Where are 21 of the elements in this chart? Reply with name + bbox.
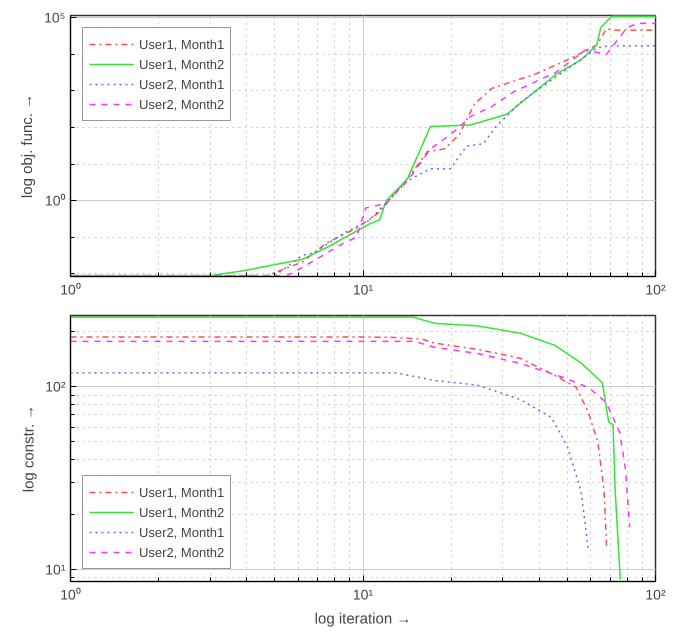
x-tick-label: 10¹ bbox=[352, 586, 374, 602]
legend-label: User1, Month1 bbox=[139, 36, 224, 52]
x-tick-label: 10⁰ bbox=[60, 282, 81, 298]
x-tick-label: 10⁰ bbox=[60, 586, 81, 602]
legend-label: User1, Month1 bbox=[139, 484, 224, 500]
x-tick-label: 10² bbox=[645, 282, 666, 298]
y-tick-label: 10² bbox=[45, 378, 66, 395]
y-axis-title: log constr. → bbox=[20, 404, 38, 492]
x-axis-title: log iteration → bbox=[314, 610, 412, 628]
x-tick-label: 10¹ bbox=[352, 282, 374, 298]
legend-label: User2, Month1 bbox=[139, 524, 224, 540]
legend-label: User1, Month2 bbox=[139, 504, 224, 520]
y-tick-label: 10⁰ bbox=[44, 192, 66, 209]
x-tick-label: 10² bbox=[645, 586, 666, 602]
legend-label: User2, Month2 bbox=[139, 544, 224, 560]
legend-label: User2, Month2 bbox=[139, 96, 224, 112]
y-axis-title: log obj. func. → bbox=[19, 94, 36, 198]
legend-label: User1, Month2 bbox=[139, 56, 224, 72]
y-tick-label: 10⁵ bbox=[44, 10, 66, 26]
legend-label: User2, Month1 bbox=[139, 76, 224, 92]
y-tick-label: 10¹ bbox=[45, 562, 66, 578]
